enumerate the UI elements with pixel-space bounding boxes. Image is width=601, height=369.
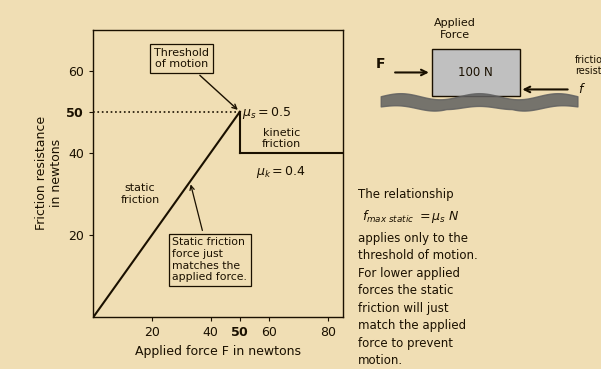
Text: $f_{max\ static}$ $= \mu_s\ N$: $f_{max\ static}$ $= \mu_s\ N$ bbox=[362, 208, 460, 225]
Text: friction
resistance: friction resistance bbox=[575, 55, 601, 76]
Text: $\mu_s = 0.5$: $\mu_s = 0.5$ bbox=[242, 104, 291, 121]
Text: $\mu_k = 0.4$: $\mu_k = 0.4$ bbox=[256, 163, 307, 180]
Text: applies only to the
threshold of motion.
For lower applied
forces the static
fri: applies only to the threshold of motion.… bbox=[358, 231, 477, 367]
Text: 100 N: 100 N bbox=[458, 66, 493, 79]
Text: Applied
Force: Applied Force bbox=[434, 18, 476, 40]
Text: static
friction: static friction bbox=[120, 183, 160, 205]
Y-axis label: Friction resistance
in newtons: Friction resistance in newtons bbox=[34, 116, 63, 231]
Bar bbox=[432, 49, 519, 96]
Text: Static friction
force just
matches the
applied force.: Static friction force just matches the a… bbox=[172, 186, 247, 282]
Text: f: f bbox=[579, 83, 583, 96]
Text: The relationship: The relationship bbox=[358, 188, 453, 201]
Text: kinetic
friction: kinetic friction bbox=[261, 128, 301, 149]
Text: Threshold
of motion: Threshold of motion bbox=[154, 48, 237, 109]
X-axis label: Applied force F in newtons: Applied force F in newtons bbox=[135, 345, 301, 358]
Text: F: F bbox=[376, 57, 385, 71]
